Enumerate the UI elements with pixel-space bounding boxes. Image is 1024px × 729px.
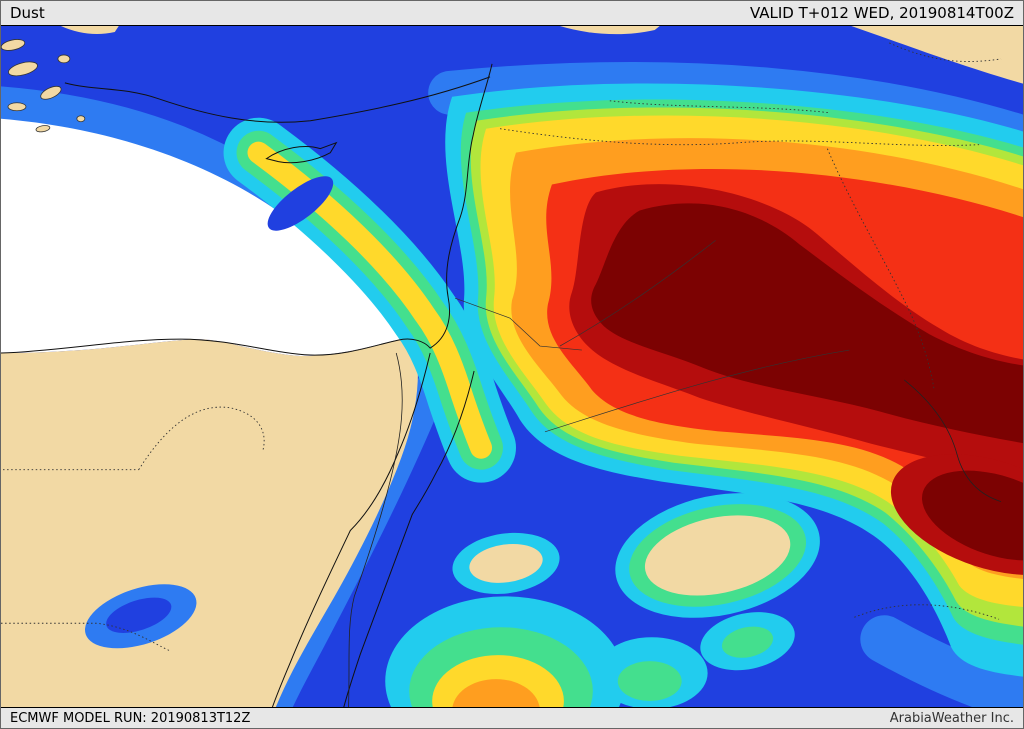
nile-river — [348, 352, 403, 707]
south-ring-orange — [452, 679, 540, 707]
land-no-dust-northeast — [851, 26, 1023, 84]
island-icon — [76, 115, 86, 123]
valid-time-label: VALID T+012 WED, 20190814T00Z — [749, 4, 1014, 22]
coastline-egypt-levant — [1, 63, 493, 356]
sw-blue-patch-inner — [106, 597, 172, 633]
dotted-border — [609, 100, 830, 114]
dust-map — [1, 26, 1023, 707]
brand-label: ArabiaWeather Inc. — [889, 710, 1014, 726]
border-line — [559, 240, 716, 347]
clear-hole-land — [644, 515, 791, 596]
geography-lines — [1, 39, 1002, 707]
island-icon — [35, 125, 51, 133]
south-ring3-green — [721, 626, 774, 658]
coastline-redsea-west — [271, 352, 431, 707]
dust-level2-band-se-corner — [860, 615, 1023, 707]
coastline-turkey — [64, 76, 491, 123]
border-line — [454, 297, 582, 351]
clear-hole2-land — [469, 543, 543, 583]
coastline-redsea-east — [343, 370, 475, 707]
no-dust-sea-area — [1, 118, 433, 357]
secondary-maroon-lobe — [921, 470, 1023, 561]
dust-field — [1, 26, 1023, 707]
model-run-label: ECMWF MODEL RUN: 20190813T12Z — [10, 710, 251, 726]
island-icon — [40, 85, 62, 100]
island-icon — [1, 39, 26, 51]
dotted-border — [1, 622, 171, 652]
land-sliver-top-2 — [559, 26, 660, 35]
island-icon — [8, 61, 38, 77]
border-line — [544, 349, 850, 433]
south-ring2-green — [617, 661, 682, 702]
local-blue-minimum — [267, 176, 334, 231]
header-bar: Dust VALID T+012 WED, 20190814T00Z — [1, 1, 1023, 26]
island-icon — [57, 54, 71, 64]
layer-title: Dust — [10, 4, 45, 22]
land-sliver-top-1 — [60, 26, 119, 34]
dotted-border — [854, 604, 1000, 620]
coastal-band-yellow — [247, 141, 493, 459]
dotted-border — [499, 128, 980, 146]
dotted-border — [889, 42, 1002, 62]
plume-contour-maximum-core — [591, 203, 1023, 444]
footer-bar: ECMWF MODEL RUN: 20190813T12Z ArabiaWeat… — [1, 707, 1023, 728]
dust-map-svg — [1, 26, 1023, 707]
island-icon — [7, 102, 27, 112]
cyprus-outline — [265, 141, 338, 164]
coastline-gulf — [903, 379, 1002, 502]
